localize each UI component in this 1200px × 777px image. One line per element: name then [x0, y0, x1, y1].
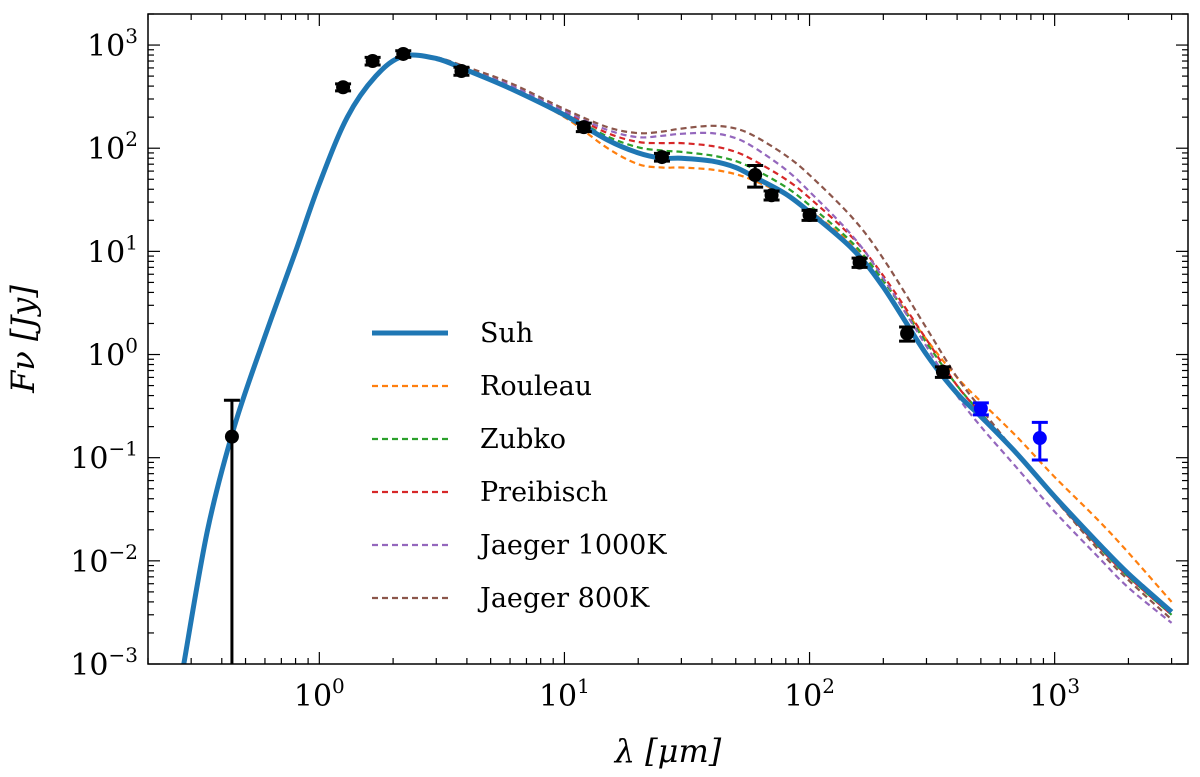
y-tick-label: 103 [87, 24, 138, 64]
observations-layer [223, 46, 1048, 664]
x-tick-label: 101 [539, 674, 590, 714]
data-marker [802, 208, 817, 223]
series-line-jaeger-800k [182, 53, 1173, 664]
legend-label: Jaeger 1000K [477, 530, 667, 561]
y-tick-label: 100 [87, 334, 138, 374]
legend-label: Preibisch [480, 477, 608, 508]
data-marker [396, 46, 411, 61]
data-marker [935, 364, 950, 379]
tick-labels: 100 101 102 103 10−3 10−2 10−1 100 101 102 103 [70, 24, 1080, 714]
data-point [223, 398, 240, 664]
legend-label: Jaeger 800K [477, 583, 650, 614]
data-point [747, 163, 764, 189]
data-point [1031, 420, 1048, 462]
y-tick-label: 10−3 [70, 643, 138, 683]
legend-label: Suh [480, 318, 533, 349]
data-point [335, 80, 352, 95]
data-marker [454, 64, 469, 79]
data-point [899, 325, 916, 343]
data-marker [336, 80, 351, 95]
data-point [934, 364, 951, 379]
data-point [763, 188, 780, 203]
data-point [653, 150, 670, 165]
data-marker [764, 188, 779, 203]
data-point [364, 54, 381, 69]
y-axis-label: Fν [Jy] [4, 285, 42, 394]
y-tick-label: 102 [87, 127, 138, 167]
data-marker [973, 401, 988, 416]
data-point [851, 255, 868, 270]
legend: Suh Rouleau Zubko Preibisch Jaeger 1000K Jaeg… [372, 318, 667, 614]
y-tick-label: 10−1 [70, 437, 138, 477]
data-marker [654, 150, 669, 165]
plot-frame [147, 13, 1189, 665]
x-tick-label: 103 [1029, 674, 1080, 714]
data-point [801, 208, 818, 223]
x-tick-label: 102 [784, 674, 835, 714]
series-line-rouleau [182, 53, 1173, 664]
data-marker [748, 167, 763, 182]
y-tick-label: 101 [87, 230, 138, 270]
data-marker [576, 120, 591, 135]
series-line-suh [181, 52, 1174, 664]
data-marker [1032, 431, 1047, 446]
y-tick-label: 10−2 [70, 540, 138, 580]
data-marker [224, 429, 239, 444]
x-axis-label: λ [μm] [613, 732, 722, 770]
x-tick-label: 100 [294, 674, 345, 714]
data-point [575, 120, 592, 135]
data-marker [852, 255, 867, 270]
data-point [395, 46, 412, 61]
legend-label: Rouleau [480, 371, 592, 402]
legend-label: Zubko [480, 424, 566, 455]
data-marker [365, 54, 380, 69]
series-layer [181, 52, 1174, 664]
data-point [453, 64, 470, 79]
data-marker [900, 326, 915, 341]
axis-ticks [147, 13, 1188, 665]
data-point [972, 401, 989, 417]
